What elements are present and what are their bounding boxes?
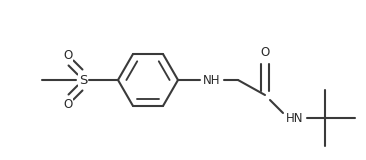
Text: HN: HN	[286, 112, 304, 124]
Text: NH: NH	[203, 73, 221, 87]
Text: O: O	[260, 45, 270, 59]
Text: O: O	[63, 48, 72, 61]
Text: O: O	[63, 99, 72, 112]
Text: S: S	[79, 73, 87, 87]
